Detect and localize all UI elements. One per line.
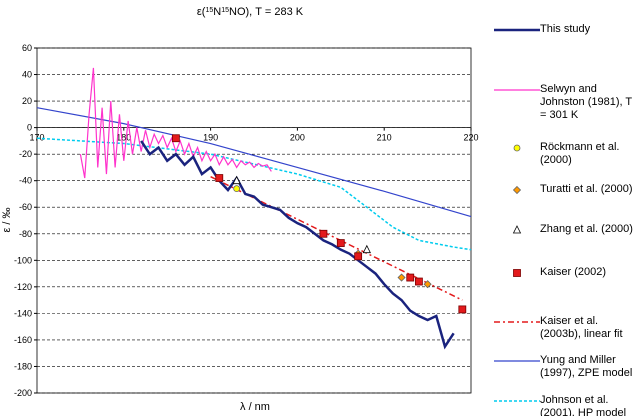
- y-tick-label: -20: [19, 149, 32, 159]
- legend-entry: Kaiser et al. (2003b), linear fit: [540, 315, 623, 340]
- marker: [336, 239, 345, 247]
- y-axis-label: ε / ‰: [1, 207, 13, 232]
- legend-entry: Selwyn and Johnston (1981), T = 301 K: [540, 83, 632, 121]
- marker: [458, 305, 467, 314]
- legend-entry: Johnson et al. (2001), HP model: [540, 394, 627, 416]
- x-tick-label: 200: [290, 133, 305, 143]
- series-line: [36, 107, 472, 218]
- y-tick-label: 20: [22, 96, 32, 106]
- marker: [406, 273, 415, 282]
- y-tick-label: -180: [14, 361, 32, 371]
- marker: [233, 185, 241, 193]
- y-tick-label: -60: [19, 202, 32, 212]
- x-axis-label: λ / nm: [240, 401, 270, 413]
- title-part: N: [213, 6, 221, 18]
- marker: [415, 277, 423, 286]
- legend-swatch: [512, 225, 522, 234]
- series-line: [79, 67, 272, 179]
- marker: [232, 175, 241, 185]
- marker: [397, 273, 406, 282]
- marker: [354, 252, 363, 261]
- legend-entry: Yung and Miller (1997), ZPE model: [540, 354, 633, 379]
- x-tick-label: 190: [203, 133, 218, 143]
- y-tick-label: -200: [14, 388, 32, 398]
- x-tick-label: 180: [116, 133, 131, 143]
- marker: [362, 244, 371, 254]
- legend-entry: Röckmann et al. (2000): [540, 141, 620, 166]
- marker: [171, 134, 180, 143]
- marker: [423, 280, 432, 289]
- y-tick-label: -120: [14, 282, 32, 292]
- marker: [215, 174, 224, 182]
- title-part: NO), T = 283 K: [229, 6, 304, 18]
- title-part: 15: [205, 7, 213, 14]
- marker: [319, 229, 328, 238]
- y-tick-label: -140: [14, 308, 32, 318]
- x-tick-label: 170: [29, 133, 44, 143]
- legend-entry: Turatti et al. (2000): [540, 183, 633, 195]
- y-tick-label: 60: [22, 43, 32, 53]
- legend-swatch: [512, 185, 522, 195]
- chart-title: ε(15N15NO), T = 283 K: [197, 6, 304, 18]
- y-tick-label: -160: [14, 335, 32, 345]
- title-part: 15: [221, 7, 229, 14]
- x-tick-label: 220: [463, 133, 478, 143]
- title-part: ε(: [197, 6, 206, 18]
- y-tick-label: 40: [22, 70, 32, 80]
- y-tick-label: -40: [19, 176, 32, 186]
- legend-swatch: [513, 269, 521, 277]
- legend-entry: This study: [540, 23, 591, 35]
- y-tick-label: -80: [19, 229, 32, 239]
- legend-entry: Zhang et al. (2000): [540, 223, 633, 235]
- x-tick-label: 210: [377, 133, 392, 143]
- legend-entry: Kaiser (2002): [540, 266, 607, 278]
- legend-swatch: [513, 144, 521, 152]
- plot-frame: [36, 47, 472, 394]
- series-line: [140, 140, 455, 350]
- y-tick-label: 0: [27, 123, 32, 133]
- y-tick-label: -100: [14, 255, 32, 265]
